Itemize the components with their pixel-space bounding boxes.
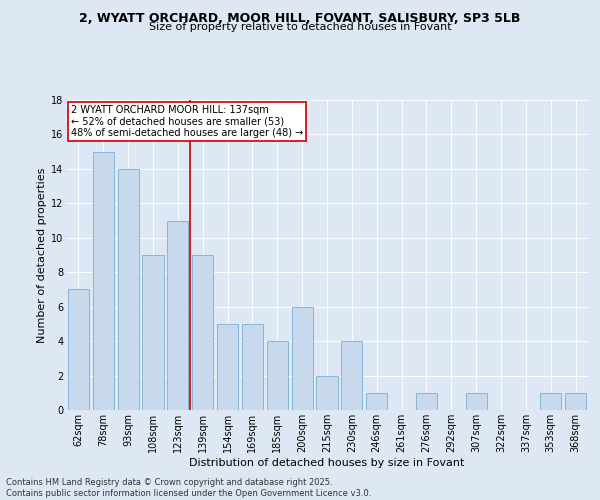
Bar [416, 393, 437, 410]
Y-axis label: Number of detached properties: Number of detached properties [37, 168, 47, 342]
Bar [366, 393, 387, 410]
Bar [242, 324, 263, 410]
Bar [217, 324, 238, 410]
Bar [540, 393, 561, 410]
Bar [93, 152, 114, 410]
Bar [316, 376, 338, 410]
X-axis label: Distribution of detached houses by size in Fovant: Distribution of detached houses by size … [190, 458, 464, 468]
Text: Size of property relative to detached houses in Fovant: Size of property relative to detached ho… [149, 22, 451, 32]
Bar [292, 306, 313, 410]
Text: Contains HM Land Registry data © Crown copyright and database right 2025.
Contai: Contains HM Land Registry data © Crown c… [6, 478, 371, 498]
Bar [192, 255, 213, 410]
Bar [565, 393, 586, 410]
Text: 2 WYATT ORCHARD MOOR HILL: 137sqm
← 52% of detached houses are smaller (53)
48% : 2 WYATT ORCHARD MOOR HILL: 137sqm ← 52% … [71, 104, 304, 138]
Bar [118, 169, 139, 410]
Bar [68, 290, 89, 410]
Bar [267, 341, 288, 410]
Bar [466, 393, 487, 410]
Bar [167, 220, 188, 410]
Bar [142, 255, 164, 410]
Text: 2, WYATT ORCHARD, MOOR HILL, FOVANT, SALISBURY, SP3 5LB: 2, WYATT ORCHARD, MOOR HILL, FOVANT, SAL… [79, 12, 521, 26]
Bar [341, 341, 362, 410]
